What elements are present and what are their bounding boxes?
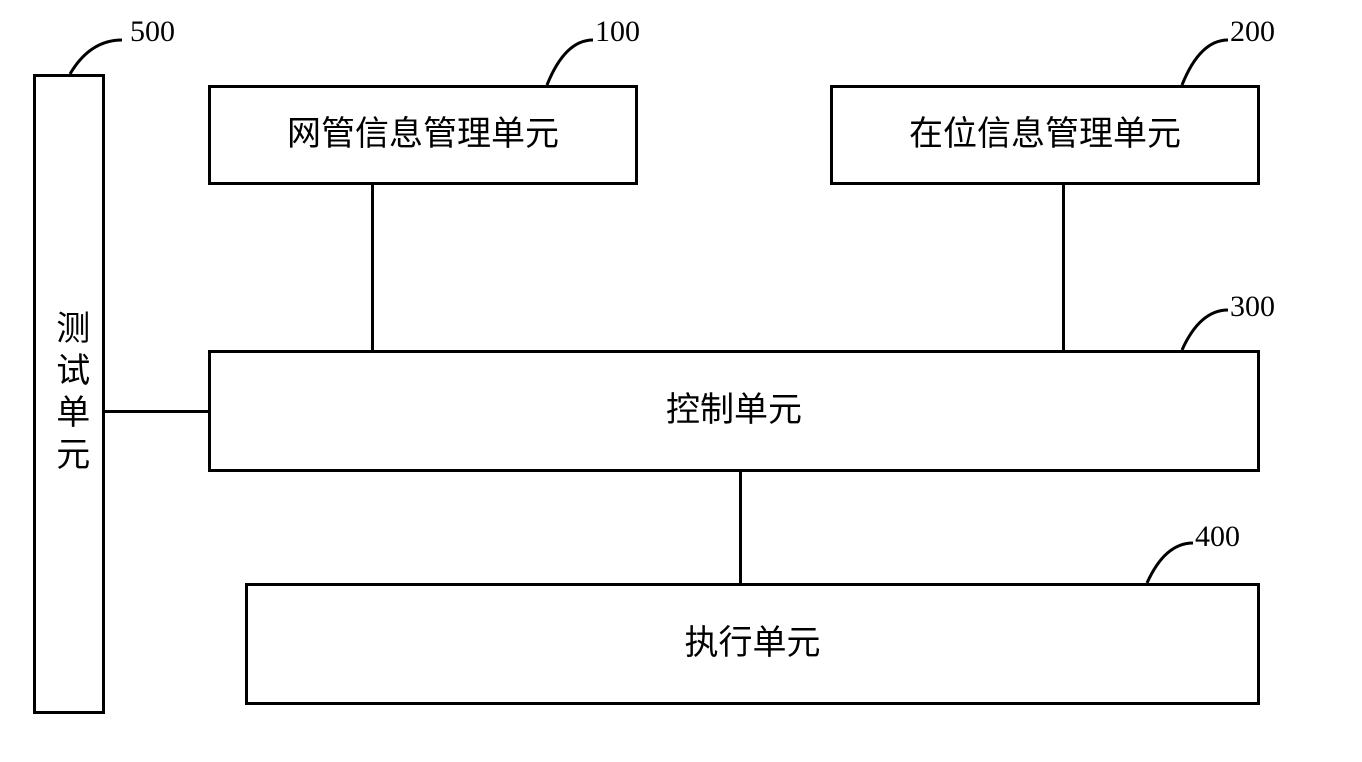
exec-unit-label: 执行单元: [685, 620, 821, 668]
control-unit-box: 控制单元: [208, 350, 1260, 472]
control-unit-leader: [1170, 300, 1240, 355]
test-unit-box: 测试单元: [33, 74, 105, 714]
test-unit-leader: [60, 30, 130, 80]
connector-inplace-control: [1062, 185, 1065, 350]
test-unit-number: 500: [130, 15, 175, 49]
connector-control-exec: [739, 472, 742, 583]
test-unit-label: 测试单元: [45, 310, 93, 478]
netmgmt-unit-label: 网管信息管理单元: [287, 111, 559, 159]
inplace-unit-label: 在位信息管理单元: [909, 111, 1181, 159]
inplace-unit-leader: [1170, 30, 1240, 90]
connector-test-control: [105, 410, 208, 413]
netmgmt-unit-box: 网管信息管理单元: [208, 85, 638, 185]
connector-netmgmt-control: [371, 185, 374, 350]
exec-unit-leader: [1135, 533, 1205, 588]
inplace-unit-box: 在位信息管理单元: [830, 85, 1260, 185]
exec-unit-box: 执行单元: [245, 583, 1260, 705]
netmgmt-unit-leader: [535, 30, 605, 90]
control-unit-label: 控制单元: [666, 387, 802, 435]
